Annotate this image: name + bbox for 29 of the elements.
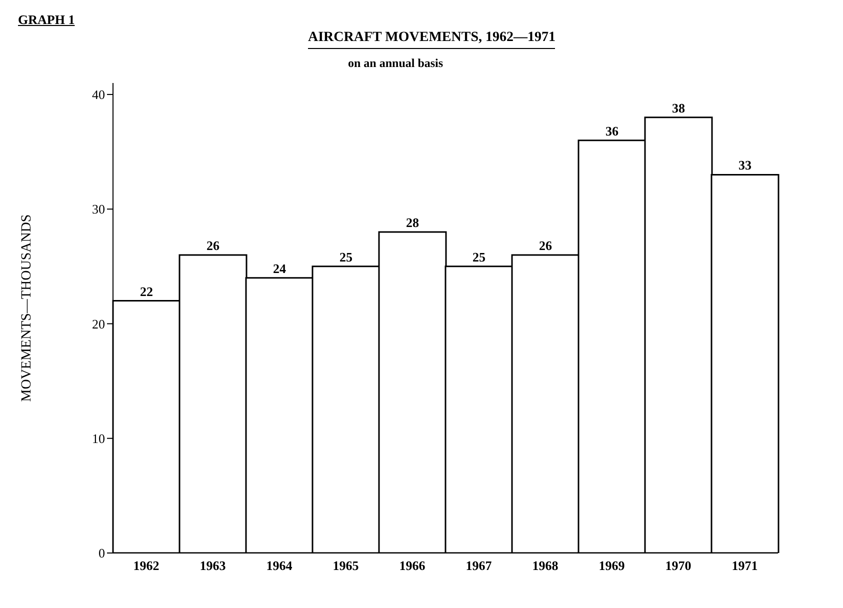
data-label: 26 bbox=[539, 238, 552, 253]
y-tick-label: 20 bbox=[92, 316, 105, 332]
x-tick-label: 1966 bbox=[399, 558, 426, 574]
x-tick-label: 1963 bbox=[200, 558, 226, 574]
x-tick-label: 1962 bbox=[133, 558, 160, 574]
x-tick-label: 1967 bbox=[466, 558, 492, 574]
x-tick-label: 1969 bbox=[598, 558, 626, 574]
y-tick-label: 0 bbox=[98, 546, 105, 561]
chart-title: AIRCRAFT MOVEMENTS, 1962—1971 bbox=[308, 30, 556, 49]
y-axis-title: MOVEMENTS—THOUSANDS bbox=[20, 214, 36, 402]
data-label: 38 bbox=[672, 100, 686, 116]
data-label: 25 bbox=[340, 249, 353, 264]
x-tick-label: 1965 bbox=[332, 558, 360, 574]
x-tick-label: 1964 bbox=[266, 558, 293, 574]
data-label: 25 bbox=[472, 249, 486, 264]
caption: GRAPH 1 bbox=[18, 12, 75, 28]
data-label: 33 bbox=[738, 158, 752, 173]
x-tick-label: 1971 bbox=[732, 558, 758, 574]
chart-subtitle: on an annual basis bbox=[348, 56, 444, 71]
y-tick-label: 30 bbox=[92, 202, 105, 217]
data-label: 26 bbox=[206, 238, 220, 253]
y-tick-label: 10 bbox=[92, 430, 105, 446]
data-label: 28 bbox=[406, 215, 420, 230]
x-tick-label: 1970 bbox=[665, 558, 692, 574]
y-tick-label: 40 bbox=[92, 87, 105, 102]
data-label: 24 bbox=[273, 260, 286, 276]
x-tick-label: 1968 bbox=[532, 558, 559, 574]
data-label: 22 bbox=[140, 284, 153, 299]
data-label: 36 bbox=[606, 123, 619, 138]
